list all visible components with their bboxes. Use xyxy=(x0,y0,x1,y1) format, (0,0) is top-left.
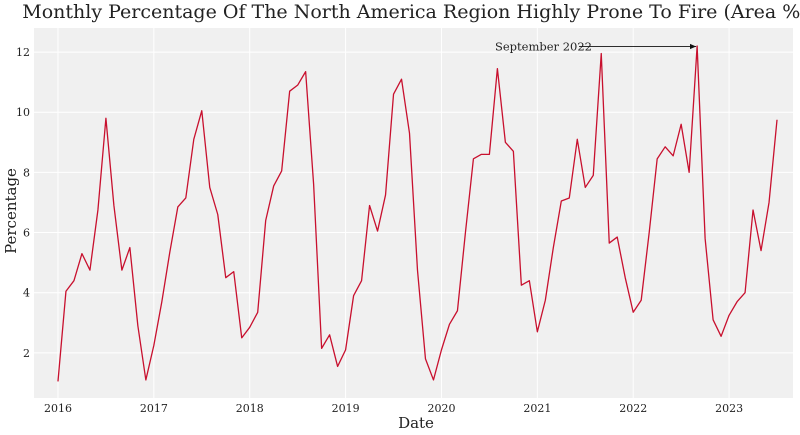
y-tick-label: 4 xyxy=(23,287,30,300)
y-tick-label: 6 xyxy=(23,227,30,240)
x-tick-label: 2018 xyxy=(236,402,264,415)
x-axis-label: Date xyxy=(398,414,434,432)
series-line xyxy=(57,45,778,382)
y-tick-label: 12 xyxy=(16,46,30,59)
plot-area xyxy=(34,28,793,398)
annotation-label: September 2022 xyxy=(495,40,592,54)
x-tick-label: 2019 xyxy=(332,402,360,415)
x-tick-label: 2023 xyxy=(715,402,743,415)
y-tick-label: 8 xyxy=(23,166,30,179)
annotation-layer: September 2022 xyxy=(495,40,697,54)
x-tick-label: 2016 xyxy=(44,402,72,415)
x-tick-label: 2020 xyxy=(427,402,455,415)
x-tick-label: 2021 xyxy=(523,402,551,415)
y-tick-label: 2 xyxy=(23,347,30,360)
chart-title: Monthly Percentage Of The North America … xyxy=(22,1,800,23)
y-axis-label: Percentage xyxy=(2,168,20,254)
y-tick-label: 10 xyxy=(16,106,30,119)
x-tick-label: 2022 xyxy=(619,402,647,415)
tick-labels: 2 4 6 8 10 12 2016 2017 2018 2019 2020 2021 2022 2023 xyxy=(16,46,743,415)
x-tick-label: 2017 xyxy=(140,402,168,415)
grid-lines xyxy=(34,28,793,398)
series-layer xyxy=(57,45,778,382)
